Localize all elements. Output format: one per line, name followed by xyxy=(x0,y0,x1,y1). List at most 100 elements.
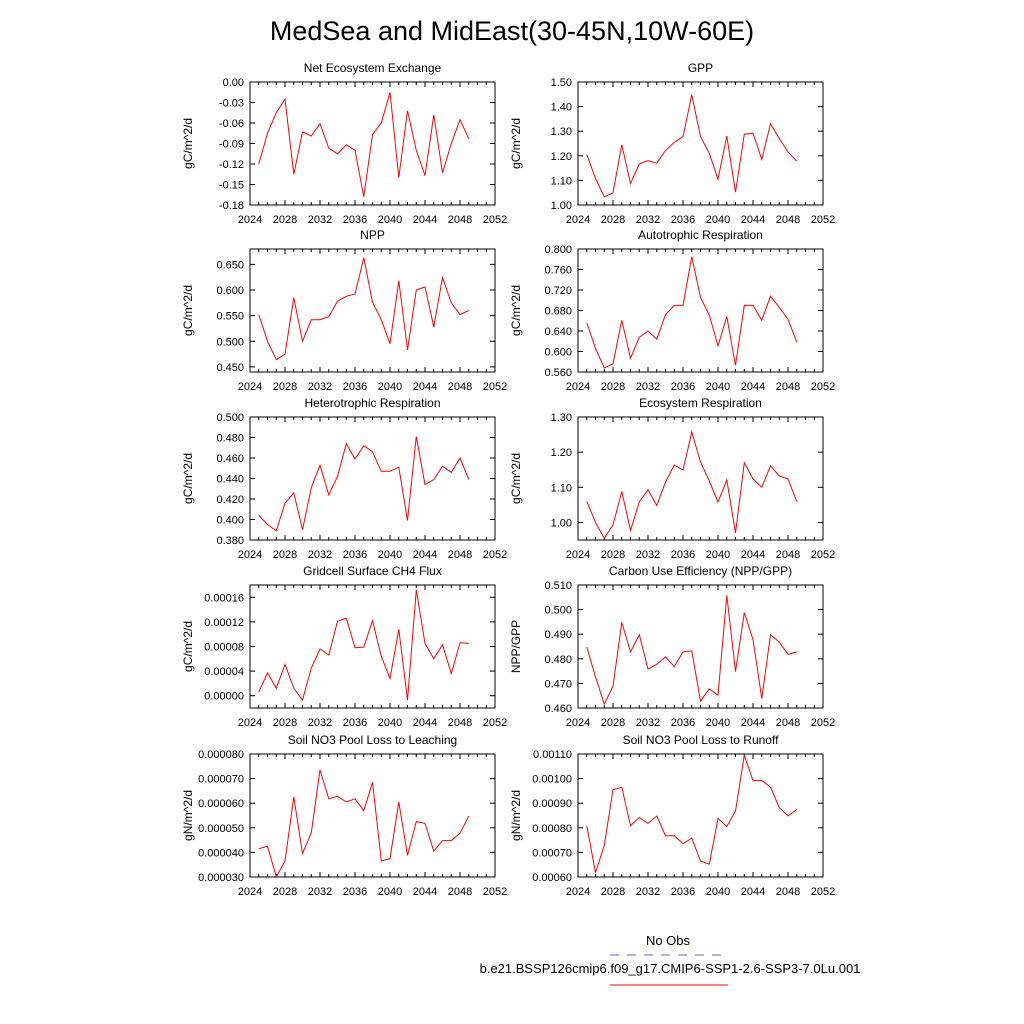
plot-frame xyxy=(577,81,824,206)
y-tick-label: 0.500 xyxy=(216,412,244,424)
x-tick-label: 2048 xyxy=(776,381,800,393)
panel-title: Soil NO3 Pool Loss to Leaching xyxy=(288,733,457,747)
x-tick-label: 2044 xyxy=(413,381,437,393)
x-tick-label: 2052 xyxy=(811,886,835,898)
y-tick-label: 0.00080 xyxy=(532,823,572,835)
series-line xyxy=(586,256,798,369)
panel-title: GPP xyxy=(688,61,713,75)
y-tick-label: -0.06 xyxy=(219,118,244,130)
y-tick-label: 0.00000 xyxy=(204,691,244,703)
x-tick-label: 2052 xyxy=(483,886,507,898)
panel-title: Autotrophic Respiration xyxy=(638,228,763,242)
plot-frame xyxy=(249,416,496,541)
x-tick-label: 2044 xyxy=(741,381,765,393)
legend-model-label: b.e21.BSSP126cmip6.f09_g17.CMIP6-SSP1-2.… xyxy=(480,961,861,976)
y-tick-label: 1.10 xyxy=(551,482,572,494)
x-tick-label: 2032 xyxy=(308,381,332,393)
y-tick-label: 0.450 xyxy=(216,362,244,374)
x-tick-label: 2040 xyxy=(378,214,402,226)
x-tick-label: 2048 xyxy=(448,549,472,561)
x-tick-label: 2048 xyxy=(448,214,472,226)
panel-title: Soil NO3 Pool Loss to Runoff xyxy=(623,733,780,747)
x-tick-label: 2040 xyxy=(378,549,402,561)
x-tick-label: 2028 xyxy=(273,886,297,898)
y-axis-label: NPP/GPP xyxy=(509,620,523,673)
x-tick-label: 2048 xyxy=(776,717,800,729)
x-tick-label: 2032 xyxy=(636,886,660,898)
y-tick-label: 0.00008 xyxy=(204,642,244,654)
y-tick-label: 0.00070 xyxy=(532,847,572,859)
series-line xyxy=(258,257,470,361)
x-tick-label: 2032 xyxy=(636,549,660,561)
x-tick-label: 2036 xyxy=(671,214,695,226)
panel-title: Gridcell Surface CH4 Flux xyxy=(303,564,442,578)
x-tick-label: 2052 xyxy=(811,214,835,226)
x-tick-label: 2032 xyxy=(636,717,660,729)
y-tick-label: 0.000030 xyxy=(198,872,244,884)
legend-obs-label: No Obs xyxy=(646,933,691,948)
y-tick-label: 0.000040 xyxy=(198,847,244,859)
x-tick-label: 2036 xyxy=(671,717,695,729)
y-axis-label: gC/m^2/d xyxy=(181,285,195,336)
y-axis-label: gN/m^2/d xyxy=(181,790,195,841)
y-tick-label: 0.00090 xyxy=(532,798,572,810)
y-tick-label: 0.640 xyxy=(544,326,572,338)
x-tick-label: 2028 xyxy=(273,381,297,393)
x-tick-label: 2024 xyxy=(238,214,262,226)
x-tick-label: 2028 xyxy=(601,381,625,393)
x-tick-label: 2052 xyxy=(811,549,835,561)
x-tick-label: 2032 xyxy=(308,549,332,561)
y-tick-label: 0.510 xyxy=(544,580,572,592)
series-line xyxy=(586,595,797,706)
chart-panel: Gridcell Surface CH4 Flux gC/m^2/d 2024 202… xyxy=(181,564,507,729)
x-tick-label: 2048 xyxy=(448,717,472,729)
x-tick-label: 2032 xyxy=(308,717,332,729)
series-line xyxy=(258,769,470,879)
plot-frame xyxy=(249,753,496,878)
plot-frame xyxy=(577,753,824,878)
x-tick-label: 2044 xyxy=(413,549,437,561)
x-tick-label: 2044 xyxy=(741,549,765,561)
panel-title: Heterotrophic Respiration xyxy=(304,396,440,410)
x-tick-label: 2036 xyxy=(343,549,367,561)
x-tick-label: 2048 xyxy=(448,381,472,393)
y-tick-label: 0.720 xyxy=(544,285,572,297)
chart-panel: GPP gC/m^2/d 2024 2028 2032 2036 2040 2044 2048 2… xyxy=(509,61,835,226)
x-tick-label: 2040 xyxy=(378,381,402,393)
chart-panel: Autotrophic Respiration gC/m^2/d 2024 2028 2… xyxy=(509,228,835,393)
y-tick-label: 0.600 xyxy=(544,347,572,359)
x-tick-label: 2028 xyxy=(273,549,297,561)
y-tick-label: 1.30 xyxy=(551,126,572,138)
x-tick-label: 2036 xyxy=(671,549,695,561)
y-tick-label: 0.550 xyxy=(216,311,244,323)
x-tick-label: 2052 xyxy=(811,381,835,393)
x-tick-label: 2032 xyxy=(636,214,660,226)
chart-panel: Carbon Use Efficiency (NPP/GPP) NPP/GPP 20… xyxy=(509,564,835,729)
y-tick-label: 1.00 xyxy=(551,200,572,212)
y-axis-label: gC/m^2/d xyxy=(509,118,523,169)
x-tick-label: 2044 xyxy=(413,214,437,226)
y-tick-label: 0.00110 xyxy=(533,749,572,761)
y-tick-label: 0.00 xyxy=(223,77,244,89)
y-tick-label: 1.20 xyxy=(551,151,572,163)
x-tick-label: 2052 xyxy=(483,381,507,393)
x-tick-label: 2040 xyxy=(706,886,730,898)
x-tick-label: 2052 xyxy=(483,717,507,729)
x-tick-label: 2024 xyxy=(566,886,590,898)
x-tick-label: 2036 xyxy=(343,717,367,729)
x-tick-label: 2048 xyxy=(448,886,472,898)
plot-frame xyxy=(249,248,496,373)
panel-title: Net Ecosystem Exchange xyxy=(304,61,442,75)
x-tick-label: 2052 xyxy=(811,717,835,729)
legend: No Obs b.e21.BSSP126cmip6.f09_g17.CMIP6-… xyxy=(480,933,861,986)
chart-panel: Soil NO3 Pool Loss to Runoff gN/m^2/d 2024… xyxy=(509,733,835,898)
x-tick-label: 2032 xyxy=(308,214,332,226)
x-tick-label: 2044 xyxy=(413,886,437,898)
y-axis-label: gC/m^2/d xyxy=(181,118,195,169)
series-line xyxy=(586,94,798,198)
y-tick-label: 0.000080 xyxy=(198,749,244,761)
x-tick-label: 2036 xyxy=(343,381,367,393)
y-tick-label: 0.480 xyxy=(216,433,244,445)
y-tick-label: 1.20 xyxy=(551,447,572,459)
panel-title: Ecosystem Respiration xyxy=(639,396,762,410)
